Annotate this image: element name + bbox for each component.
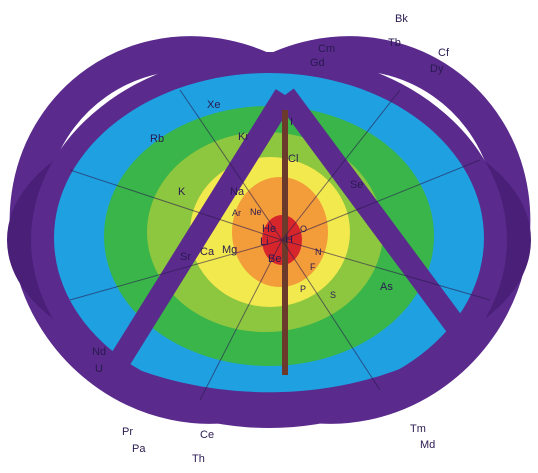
label-mg: Mg (222, 244, 237, 256)
label-s: S (330, 290, 336, 300)
label-n: N (315, 247, 322, 257)
label-i: I (290, 116, 293, 128)
label-se: Se (350, 179, 363, 191)
label-li: Li (260, 236, 269, 248)
label-as: As (380, 281, 393, 293)
label-nd: Nd (92, 346, 106, 358)
label-tb: Tb (388, 37, 401, 49)
label-gd: Gd (310, 57, 325, 69)
label-he: He (262, 223, 276, 235)
label-pa: Pa (132, 443, 146, 455)
label-tm: Tm (410, 423, 426, 435)
label-ar: Ar (232, 208, 241, 218)
label-cm: Cm (318, 43, 335, 55)
label-rb: Rb (150, 133, 164, 145)
spoke-left (110, 89, 295, 366)
label-u: U (95, 363, 103, 375)
label-cl: Cl (288, 153, 298, 165)
label-xe: Xe (207, 99, 220, 111)
label-h: H (285, 234, 293, 246)
label-be: Be (268, 253, 281, 265)
label-p: P (300, 284, 306, 294)
label-ce: Ce (200, 429, 214, 441)
spoke-frame (84, 88, 479, 415)
label-ne: Ne (250, 207, 262, 217)
label-cf: Cf (438, 47, 450, 59)
spoke-bottom (84, 335, 477, 415)
label-dy: Dy (430, 63, 444, 75)
label-th: Th (192, 453, 205, 465)
label-pr: Pr (122, 426, 133, 438)
label-bk: Bk (395, 13, 408, 25)
label-f: F (310, 262, 316, 272)
label-na: Na (230, 186, 245, 198)
element-labels: Ca Mg Sr K Rb Na Xe Kr Cl Se As O N F P … (92, 13, 450, 465)
label-o: O (300, 224, 307, 234)
label-kr: Kr (238, 131, 249, 143)
label-k: K (178, 186, 186, 198)
radial-dividers (69, 89, 491, 401)
label-ca: Ca (200, 246, 215, 258)
spoke-right (276, 88, 479, 352)
label-sr: Sr (180, 251, 191, 263)
label-md: Md (420, 439, 435, 451)
